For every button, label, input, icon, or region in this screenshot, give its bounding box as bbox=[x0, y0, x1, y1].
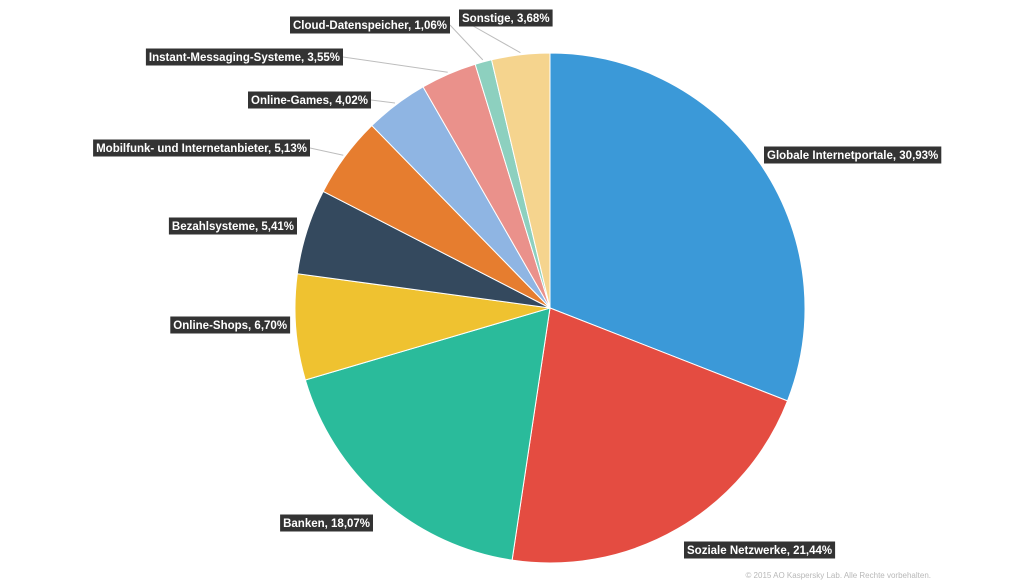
slice-label: Soziale Netzwerke, 21,44% bbox=[684, 541, 836, 559]
slice-label-text: Sonstige, 3,68% bbox=[462, 13, 550, 25]
slice-label: Bezahlsysteme, 5,41% bbox=[168, 217, 297, 235]
pie-slice bbox=[294, 273, 551, 381]
slice-label: Banken, 18,07% bbox=[280, 514, 373, 532]
slice-label: Mobilfunk- und Internetanbieter, 5,13% bbox=[93, 139, 310, 157]
slice-label-text: Instant-Messaging-Systeme, 3,55% bbox=[149, 52, 340, 64]
copyright-notice: © 2015 AO Kaspersky Lab. Alle Rechte vor… bbox=[745, 571, 931, 580]
slice-label-text: Online-Games, 4,02% bbox=[251, 95, 368, 107]
slice-label-text: Bezahlsysteme, 5,41% bbox=[172, 221, 294, 233]
slice-label: Online-Games, 4,02% bbox=[248, 91, 371, 109]
slice-label-text: Soziale Netzwerke, 21,44% bbox=[687, 545, 832, 557]
slice-label-text: Globale Internetportale, 30,93% bbox=[767, 150, 938, 162]
slice-label-text: Online-Shops, 6,70% bbox=[173, 320, 287, 332]
leader-line bbox=[309, 147, 344, 156]
slice-labels: Globale Internetportale, 30,93% Soziale N… bbox=[93, 9, 942, 559]
slice-label-text: Banken, 18,07% bbox=[283, 518, 370, 530]
leader-line bbox=[342, 56, 448, 73]
slice-label: Sonstige, 3,68% bbox=[459, 9, 553, 27]
slice-label: Online-Shops, 6,70% bbox=[170, 316, 291, 334]
slice-label: Globale Internetportale, 30,93% bbox=[764, 146, 942, 164]
slice-label: Instant-Messaging-Systeme, 3,55% bbox=[145, 48, 343, 66]
leader-line bbox=[449, 24, 484, 61]
slice-label: Cloud-Datenspeicher, 1,06% bbox=[290, 16, 450, 34]
leader-line bbox=[370, 99, 396, 104]
pie-slice bbox=[511, 307, 789, 564]
pie-slice bbox=[490, 52, 551, 309]
slice-label-text: Cloud-Datenspeicher, 1,06% bbox=[293, 20, 447, 32]
pie-slice bbox=[304, 307, 551, 561]
slice-label-text: Mobilfunk- und Internetanbieter, 5,13% bbox=[96, 143, 307, 155]
pie-slices bbox=[294, 52, 806, 564]
pie-slice bbox=[549, 52, 806, 402]
